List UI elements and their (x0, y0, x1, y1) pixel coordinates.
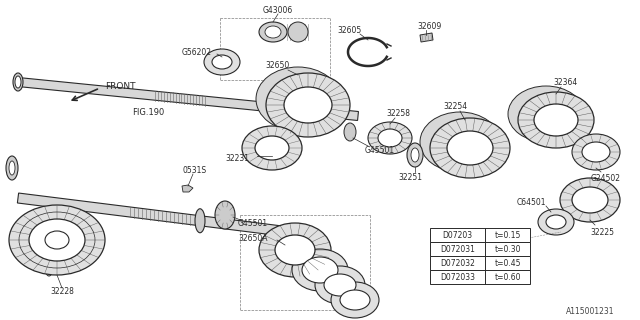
Ellipse shape (9, 205, 105, 275)
Ellipse shape (430, 118, 510, 178)
Ellipse shape (508, 86, 584, 142)
Text: D072031: D072031 (440, 244, 475, 253)
Text: 32251: 32251 (398, 172, 422, 181)
Ellipse shape (204, 49, 240, 75)
Text: 32254: 32254 (443, 101, 467, 110)
Text: 32605: 32605 (338, 26, 362, 35)
Ellipse shape (242, 126, 302, 170)
Ellipse shape (560, 178, 620, 222)
Ellipse shape (212, 55, 232, 69)
Text: 32609: 32609 (418, 21, 442, 30)
Ellipse shape (45, 231, 69, 249)
Ellipse shape (368, 122, 412, 154)
Ellipse shape (215, 201, 235, 229)
Ellipse shape (259, 223, 331, 277)
Bar (430, 256, 530, 270)
Text: A115001231: A115001231 (566, 308, 614, 316)
Ellipse shape (302, 257, 338, 283)
Ellipse shape (524, 98, 568, 130)
Polygon shape (17, 193, 291, 237)
Text: G45501: G45501 (238, 219, 268, 228)
Text: t=0.30: t=0.30 (494, 244, 521, 253)
Ellipse shape (292, 249, 348, 291)
Text: G45501: G45501 (365, 146, 395, 155)
Text: t=0.60: t=0.60 (494, 273, 521, 282)
Bar (430, 242, 530, 256)
Ellipse shape (266, 73, 350, 137)
Text: 32258: 32258 (386, 108, 410, 117)
Ellipse shape (288, 22, 308, 42)
Text: 32650A: 32650A (238, 234, 268, 243)
Ellipse shape (411, 148, 419, 162)
Ellipse shape (284, 87, 332, 123)
Bar (430, 270, 530, 284)
Polygon shape (182, 185, 193, 192)
Ellipse shape (274, 81, 322, 117)
Ellipse shape (259, 22, 287, 42)
Ellipse shape (265, 26, 281, 38)
Text: 32364: 32364 (554, 77, 578, 86)
Text: t=0.45: t=0.45 (494, 259, 521, 268)
Text: D072032: D072032 (440, 259, 475, 268)
Text: t=0.15: t=0.15 (494, 230, 521, 239)
Ellipse shape (518, 92, 594, 148)
Polygon shape (420, 33, 433, 42)
Text: 32650: 32650 (266, 60, 290, 69)
Ellipse shape (407, 143, 423, 167)
Ellipse shape (6, 156, 18, 180)
Text: D072033: D072033 (440, 273, 475, 282)
Text: FRONT: FRONT (105, 82, 136, 91)
Ellipse shape (344, 123, 356, 141)
Ellipse shape (9, 161, 15, 175)
Ellipse shape (538, 209, 574, 235)
Ellipse shape (420, 112, 500, 172)
Text: D07203: D07203 (442, 230, 472, 239)
Ellipse shape (29, 219, 85, 261)
Ellipse shape (15, 76, 21, 88)
Ellipse shape (315, 266, 365, 304)
Ellipse shape (378, 129, 402, 147)
Ellipse shape (331, 282, 379, 318)
Ellipse shape (275, 235, 315, 265)
Text: C64501: C64501 (516, 197, 546, 206)
Ellipse shape (256, 67, 340, 131)
Text: G43006: G43006 (263, 5, 293, 14)
Text: G56202: G56202 (182, 47, 212, 57)
Text: 32228: 32228 (50, 287, 74, 297)
Polygon shape (17, 77, 358, 120)
Ellipse shape (324, 274, 356, 296)
Text: 32225: 32225 (590, 228, 614, 236)
Ellipse shape (13, 73, 23, 91)
Ellipse shape (546, 215, 566, 229)
Text: G24502: G24502 (591, 173, 621, 182)
Text: 32231: 32231 (225, 154, 249, 163)
Ellipse shape (572, 134, 620, 170)
Ellipse shape (255, 136, 289, 160)
Bar (430, 228, 530, 242)
Ellipse shape (195, 209, 205, 233)
Ellipse shape (437, 125, 483, 159)
Ellipse shape (447, 131, 493, 165)
Ellipse shape (340, 290, 370, 310)
Ellipse shape (582, 142, 610, 162)
Ellipse shape (572, 187, 608, 213)
Ellipse shape (41, 208, 57, 276)
Text: FIG.190: FIG.190 (132, 108, 164, 116)
Text: 0531S: 0531S (183, 165, 207, 174)
Ellipse shape (534, 104, 578, 136)
